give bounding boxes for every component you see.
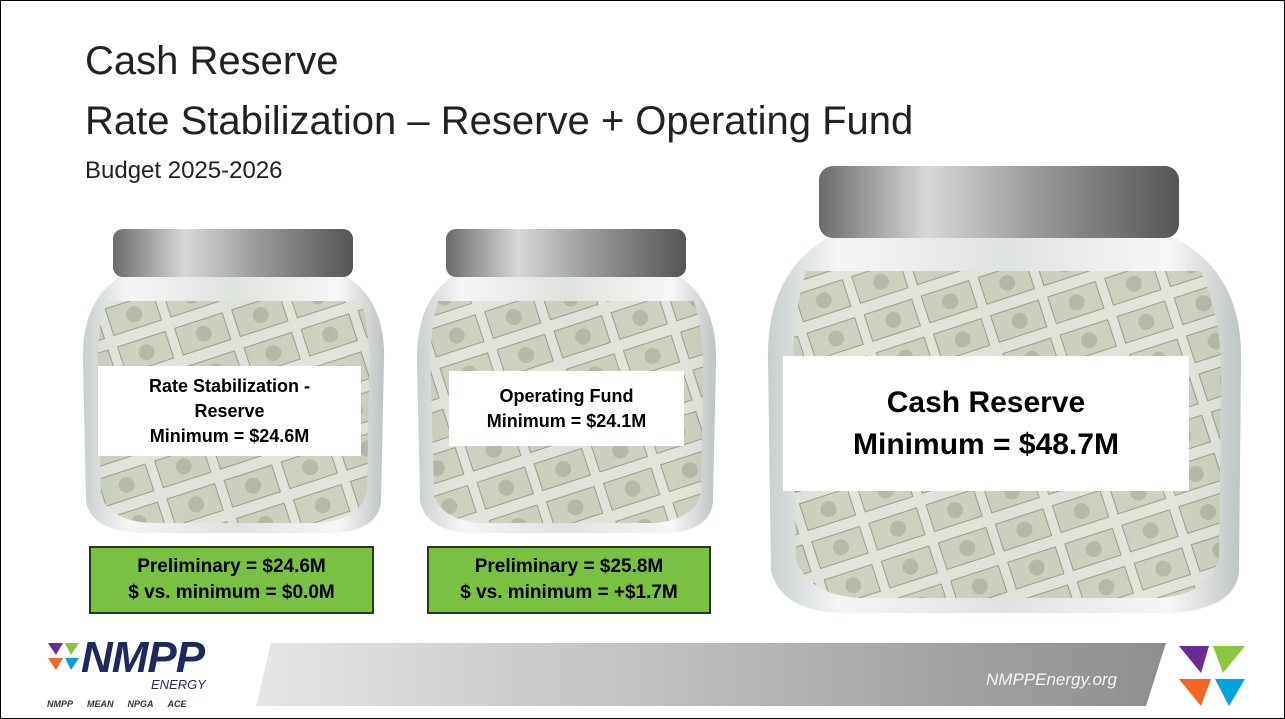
logo-sub: ENERGY — [151, 677, 206, 692]
label-line: Operating Fund — [499, 385, 634, 406]
footer-icon — [1179, 646, 1245, 706]
status-box: Preliminary = $24.6M $ vs. minimum = $0.… — [89, 546, 374, 614]
affiliate: MEAN — [87, 699, 114, 709]
title-line: Rate Stabilization – Reserve + Operating… — [85, 99, 914, 143]
footer-url: NMPPEnergy.org — [986, 670, 1118, 689]
subtitle: Budget 2025-2026 — [85, 157, 283, 184]
status-box: Preliminary = $25.8M $ vs. minimum = +$1… — [427, 546, 711, 614]
status-line: Preliminary = $25.8M — [474, 556, 664, 577]
label-line: Minimum = $24.1M — [486, 410, 647, 431]
footer-band — [256, 643, 1166, 706]
label-line: Minimum = $48.7M — [853, 427, 1119, 461]
logo-mark — [48, 643, 79, 670]
affiliate: ACE — [167, 699, 187, 709]
affiliate: NMPP — [47, 699, 74, 709]
affiliates: NMPP MEAN NPGA ACE — [47, 699, 187, 709]
label-box: Operating Fund Minimum = $24.1M — [449, 371, 684, 446]
status-line: $ vs. minimum = $0.0M — [128, 582, 335, 603]
status-line: Preliminary = $24.6M — [137, 556, 326, 577]
label-line: Minimum = $24.6M — [149, 425, 310, 446]
label-line: Rate Stabilization - — [148, 375, 310, 396]
label-line: Reserve — [194, 400, 265, 421]
label-box: Cash Reserve Minimum = $48.7M — [783, 356, 1189, 491]
status-line: $ vs. minimum = +$1.7M — [460, 582, 678, 603]
label-box: Rate Stabilization - Reserve Minimum = $… — [98, 366, 361, 456]
affiliate: NPGA — [127, 699, 154, 709]
logo: NMPP — [81, 633, 205, 682]
label-line: Cash Reserve — [886, 385, 1086, 419]
title-line: Cash Reserve — [85, 39, 339, 83]
